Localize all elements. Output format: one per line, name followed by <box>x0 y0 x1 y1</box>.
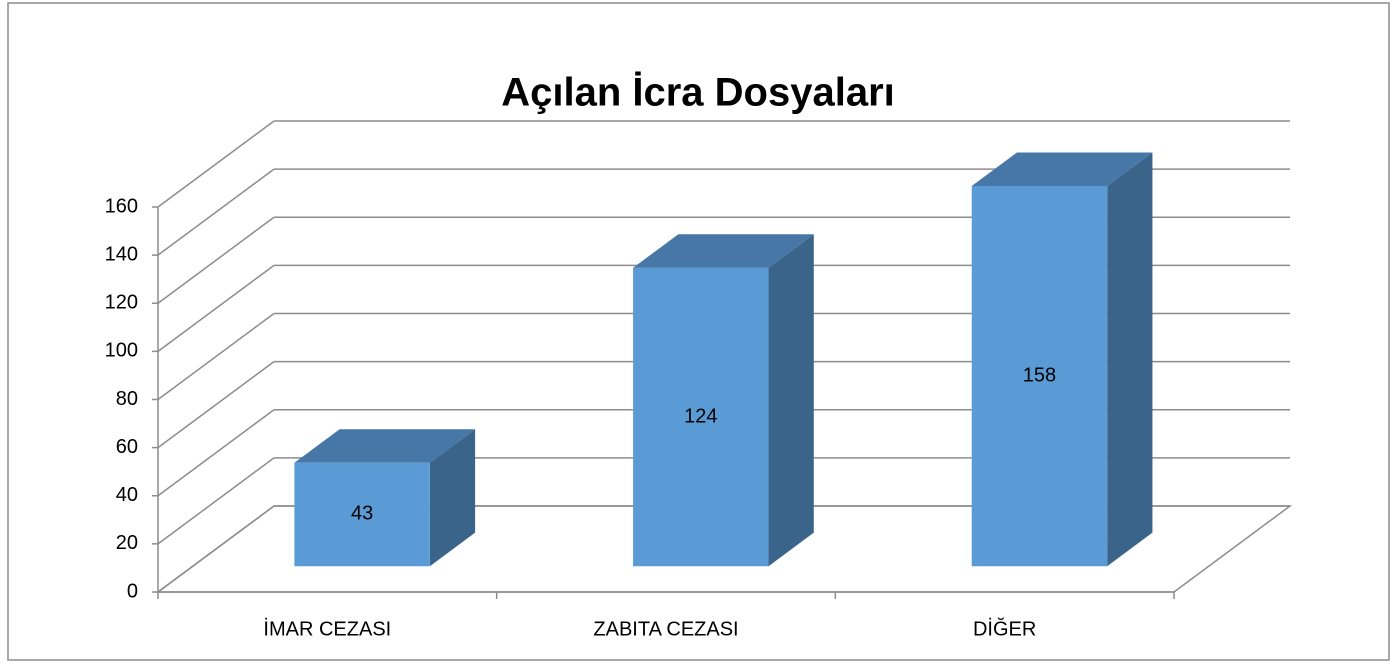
data-label: 158 <box>1023 364 1056 386</box>
side-grid-line <box>157 216 275 304</box>
side-grid-line <box>157 361 275 449</box>
side-grid-line <box>157 312 275 401</box>
y-tick-label: 20 <box>116 532 138 554</box>
side-grid-line <box>157 168 275 256</box>
side-grid-line <box>157 264 275 352</box>
bar <box>971 152 1153 567</box>
bar-top <box>294 429 476 463</box>
bar-side <box>768 234 814 567</box>
bar-front <box>294 462 430 567</box>
data-label: 43 <box>351 503 373 525</box>
y-tick-label: 60 <box>116 436 138 458</box>
y-tick-label: 0 <box>127 580 138 602</box>
side-grid-line <box>157 505 275 593</box>
data-label: 124 <box>684 405 717 427</box>
bar <box>294 429 476 567</box>
bar-side <box>429 429 476 567</box>
side-grid-line <box>157 457 275 545</box>
side-grid-line <box>157 409 275 497</box>
y-tick-label: 100 <box>105 340 138 362</box>
y-tick-label: 120 <box>105 292 138 314</box>
x-tick-label: DİĞER <box>973 617 1036 640</box>
bar-side <box>1107 152 1153 567</box>
y-tick-label: 160 <box>105 195 138 217</box>
y-tick-label: 140 <box>105 243 138 265</box>
bar-top <box>971 152 1153 187</box>
x-tick-label: İMAR CEZASI <box>263 617 391 640</box>
bar <box>633 234 814 567</box>
y-tick-label: 40 <box>116 484 138 506</box>
bar-front <box>971 186 1108 567</box>
bar-top <box>633 234 814 268</box>
x-tick-label: ZABITA CEZASI <box>593 618 738 640</box>
y-tick-label: 80 <box>116 388 138 410</box>
bar-front <box>633 267 769 567</box>
side-grid-line <box>157 120 275 208</box>
chart-title: Açılan İcra Dosyaları <box>501 71 895 115</box>
